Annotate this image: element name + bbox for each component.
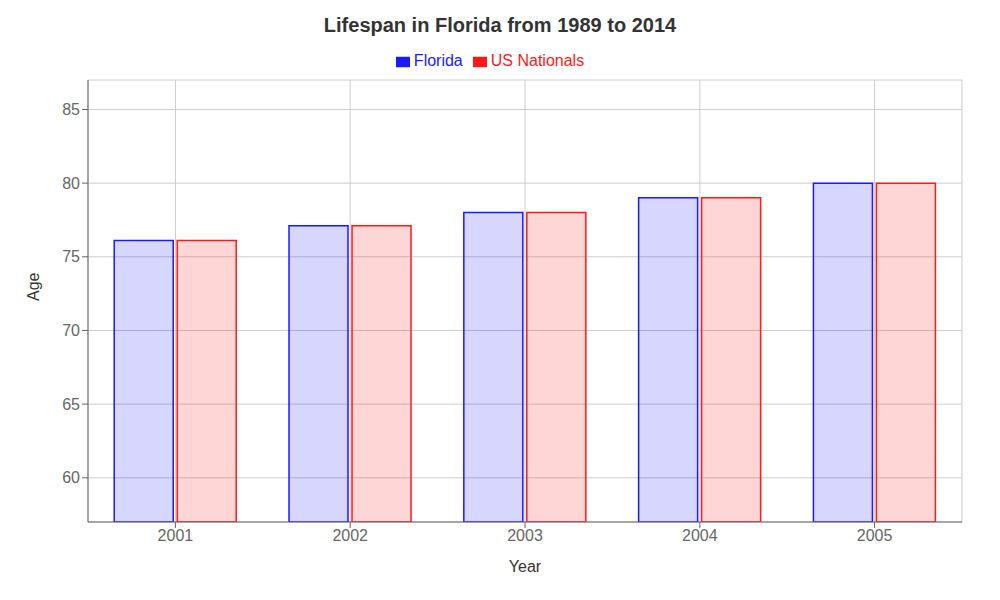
svg-text:65: 65	[62, 396, 80, 413]
svg-text:2003: 2003	[507, 527, 543, 544]
html-text:US Nationals: US Nationals	[490, 52, 585, 69]
svg-text:75: 75	[62, 248, 80, 265]
svg-text:70: 70	[62, 322, 80, 339]
svg-text:2001: 2001	[158, 527, 194, 544]
svg-text:85: 85	[62, 101, 80, 118]
svg-text:60: 60	[62, 469, 80, 486]
svg-text:2004: 2004	[682, 527, 718, 544]
svg-text:80: 80	[62, 175, 80, 192]
html-text:Lifespan in Florida from 1989: Lifespan in Florida from 1989 to 2014	[323, 14, 677, 36]
svg-text:2002: 2002	[332, 527, 368, 544]
svg-text:2005: 2005	[857, 527, 893, 544]
svg-text:Year: Year	[509, 558, 542, 575]
html-text:Florida: Florida	[413, 52, 463, 69]
svg-text:Age: Age	[25, 272, 42, 301]
